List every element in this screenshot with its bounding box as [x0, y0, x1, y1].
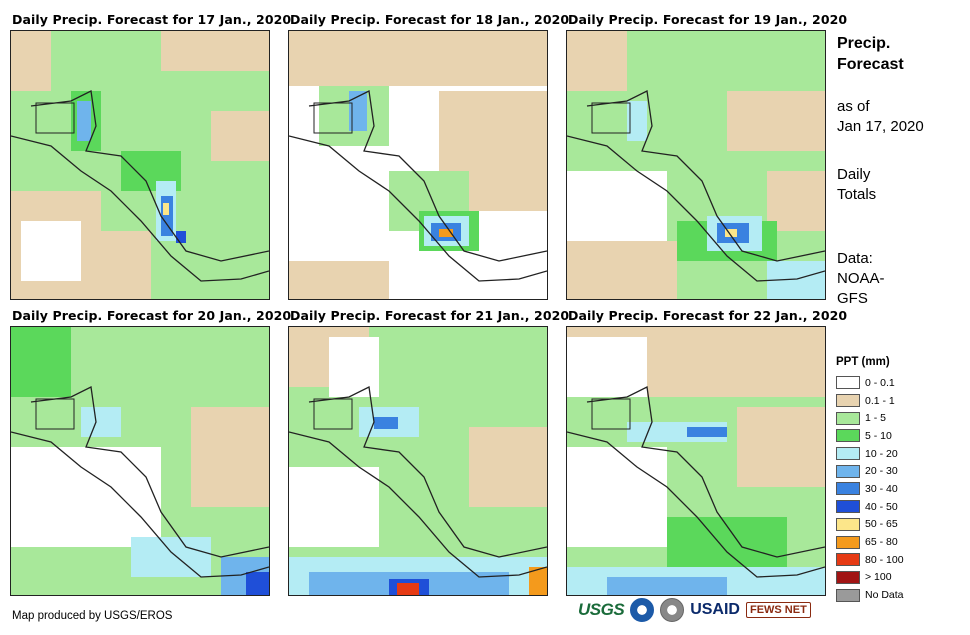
map-credit: Map produced by USGS/EROS	[12, 610, 173, 622]
legend-swatch	[836, 553, 860, 567]
map-graphic-3	[567, 31, 825, 299]
legend-item: No Data	[836, 586, 934, 604]
legend-label: No Data	[865, 589, 904, 602]
side-data-source: Data: NOAA- GFS	[837, 249, 885, 309]
legend-item: 0 - 0.1	[836, 374, 934, 392]
legend-label: 1 - 5	[865, 412, 887, 425]
legend-item: > 100	[836, 569, 934, 587]
side-data-line1: Data:	[837, 250, 873, 267]
panel-title-6: Daily Precip. Forecast for 22 Jan., 2020	[568, 308, 848, 323]
map-panel-6	[566, 326, 826, 596]
legend-item: 20 - 30	[836, 462, 934, 480]
legend-swatch	[836, 394, 860, 408]
legend-swatch	[836, 429, 860, 443]
legend-swatch	[836, 482, 860, 496]
side-totals-line1: Daily	[837, 166, 871, 183]
nasa-seal-icon	[660, 598, 685, 622]
legend-label: 5 - 10	[865, 429, 892, 442]
panel-title-4: Daily Precip. Forecast for 20 Jan., 2020	[12, 308, 292, 323]
legend-label: 50 - 65	[865, 518, 898, 531]
panel-title-2: Daily Precip. Forecast for 18 Jan., 2020	[290, 12, 570, 27]
legend-swatch	[836, 570, 860, 584]
legend-label: 30 - 40	[865, 482, 898, 495]
legend-label: 80 - 100	[865, 553, 904, 566]
fews-net-logo: FEWS NET	[745, 602, 811, 618]
legend-swatch	[836, 500, 860, 514]
usgs-logo: USGS	[578, 600, 625, 619]
map-panel-4	[10, 326, 270, 596]
side-asof-line1: as of	[837, 98, 870, 115]
legend-item: 10 - 20	[836, 445, 934, 463]
side-data-line2: NOAA-	[837, 270, 885, 287]
side-asof-line2: Jan 17, 2020	[837, 118, 924, 135]
map-graphic-1	[11, 31, 269, 299]
legend-swatch	[836, 376, 860, 390]
legend-label: 65 - 80	[865, 536, 898, 549]
legend-swatch	[836, 447, 860, 461]
noaa-logo-icon	[630, 598, 655, 622]
legend-item: 50 - 65	[836, 516, 934, 534]
legend-rows: 0 - 0.1 0.1 - 1 1 - 5 5 - 10 10 - 20 20 - 30 3…	[836, 374, 934, 604]
map-panel-1	[10, 30, 270, 300]
map-panel-5	[288, 326, 548, 596]
legend-item: 40 - 50	[836, 498, 934, 516]
legend-swatch	[836, 464, 860, 478]
side-data-line3: GFS	[837, 290, 868, 307]
legend-title: PPT (mm)	[836, 356, 890, 368]
legend-item: 5 - 10	[836, 427, 934, 445]
legend-swatch	[836, 517, 860, 531]
side-asof: as of Jan 17, 2020	[837, 97, 924, 137]
side-title-line1: Precip.	[837, 35, 891, 52]
map-graphic-2	[289, 31, 547, 299]
legend-item: 0.1 - 1	[836, 392, 934, 410]
logos: USGS USAID FEWS NET	[578, 598, 811, 622]
usaid-logo: USAID	[690, 601, 740, 618]
legend-label: > 100	[865, 571, 892, 584]
side-totals-line2: Totals	[837, 186, 877, 203]
legend-swatch	[836, 411, 860, 425]
side-totals: Daily Totals	[837, 165, 876, 205]
legend-item: 30 - 40	[836, 480, 934, 498]
legend-label: 40 - 50	[865, 500, 898, 513]
legend-label: 0.1 - 1	[865, 394, 895, 407]
map-graphic-4	[11, 327, 269, 595]
legend-item: 1 - 5	[836, 409, 934, 427]
legend-label: 10 - 20	[865, 447, 898, 460]
panel-title-1: Daily Precip. Forecast for 17 Jan., 2020	[12, 12, 292, 27]
map-graphic-6	[567, 327, 825, 595]
legend-item: 65 - 80	[836, 533, 934, 551]
map-panel-2	[288, 30, 548, 300]
side-title: Precip. Forecast	[837, 33, 904, 75]
legend-item: 80 - 100	[836, 551, 934, 569]
map-graphic-5	[289, 327, 547, 595]
legend: PPT (mm) 0 - 0.1 0.1 - 1 1 - 5 5 - 10 10 - 2…	[836, 356, 934, 604]
map-panel-3	[566, 30, 826, 300]
panel-title-5: Daily Precip. Forecast for 21 Jan., 2020	[290, 308, 570, 323]
legend-label: 20 - 30	[865, 465, 898, 478]
panel-title-3: Daily Precip. Forecast for 19 Jan., 2020	[568, 12, 848, 27]
side-title-line2: Forecast	[837, 56, 904, 73]
legend-swatch	[836, 588, 860, 602]
legend-swatch	[836, 535, 860, 549]
legend-label: 0 - 0.1	[865, 376, 895, 389]
